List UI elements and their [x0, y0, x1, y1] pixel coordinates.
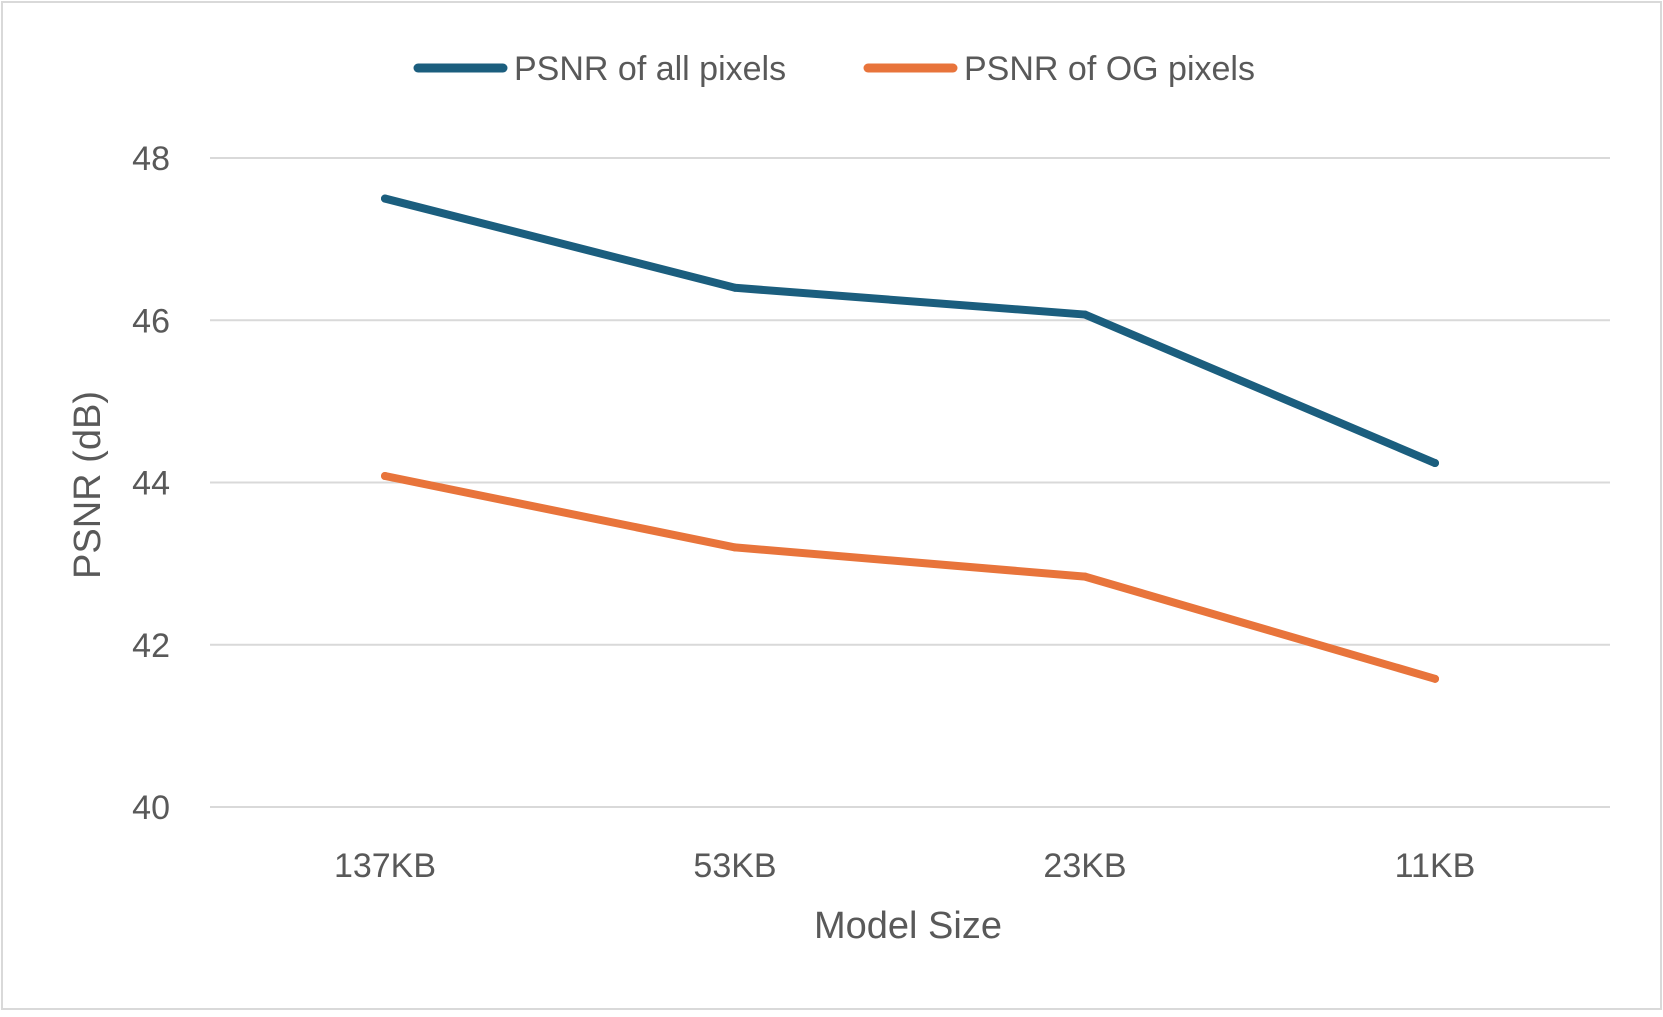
series-line-1 — [381, 472, 1439, 683]
y-tick-label: 46 — [132, 302, 170, 340]
x-tick-label: 11KB — [1395, 847, 1476, 885]
x-tick-label: 137KB — [334, 847, 436, 885]
y-tick-label: 48 — [132, 140, 170, 178]
legend: PSNR of all pixels PSNR of OG pixels — [413, 50, 1255, 88]
y-tick-label: 40 — [132, 789, 170, 827]
data-point-0-2 — [1081, 310, 1089, 319]
data-point-1-1 — [731, 543, 739, 552]
series-line-0 — [381, 194, 1439, 468]
legend-label-og-pixels: PSNR of OG pixels — [964, 50, 1255, 88]
legend-label-all-pixels: PSNR of all pixels — [514, 50, 786, 88]
data-point-1-3 — [1431, 674, 1439, 683]
x-axis-title: Model Size — [814, 905, 1002, 947]
data-point-0-3 — [1431, 459, 1439, 468]
x-axis-ticks: 137KB 53KB 23KB 11KB — [334, 847, 1475, 885]
y-axis-ticks: 40 42 44 46 48 — [132, 140, 170, 827]
data-point-0-1 — [731, 283, 739, 292]
data-point-1-2 — [1081, 572, 1089, 581]
x-tick-label: 23KB — [1043, 847, 1126, 885]
y-tick-label: 42 — [132, 627, 170, 665]
x-tick-label: 53KB — [693, 847, 776, 885]
series-lines — [381, 194, 1439, 683]
gridlines — [210, 157, 1610, 808]
y-tick-label: 44 — [132, 465, 170, 503]
data-point-1-0 — [381, 472, 389, 481]
y-axis-title: PSNR (dB) — [67, 391, 109, 579]
data-point-0-0 — [381, 194, 389, 203]
